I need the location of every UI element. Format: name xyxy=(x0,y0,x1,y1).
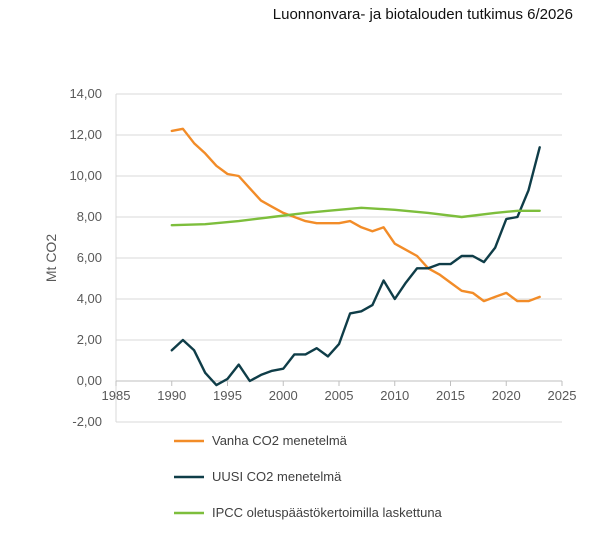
x-tick-label: 1985 xyxy=(102,388,131,403)
x-tick-label: 2025 xyxy=(548,388,577,403)
x-tick-label: 1995 xyxy=(213,388,242,403)
y-tick-label: -2,00 xyxy=(72,414,102,429)
x-tick-label: 2015 xyxy=(436,388,465,403)
grid-lines xyxy=(115,93,562,423)
y-tick-label: 0,00 xyxy=(77,373,102,388)
y-tick-label: 8,00 xyxy=(77,209,102,224)
series-lines xyxy=(170,127,541,387)
y-tick-label: 2,00 xyxy=(77,332,102,347)
x-tick-label: 1990 xyxy=(157,388,186,403)
series-line xyxy=(170,127,541,303)
y-tick-label: 14,00 xyxy=(69,86,102,101)
y-axis: -2,00 0,00 2,00 4,00 6,00 8,00 10,00 12,00 14,00 xyxy=(69,86,102,429)
series-line xyxy=(170,146,541,387)
x-axis: 1985 1990 1995 2000 2005 2010 2015 2020 2025 xyxy=(102,380,577,403)
legend-label: Vanha CO2 menetelmä xyxy=(212,433,348,448)
page-header: Luonnonvara- ja biotalouden tutkimus 6/2… xyxy=(272,6,573,23)
x-tick-label: 2000 xyxy=(269,388,298,403)
x-tick-label: 2005 xyxy=(325,388,354,403)
x-tick-label: 2020 xyxy=(492,388,521,403)
series-line xyxy=(170,206,541,227)
y-axis-label: Mt CO2 xyxy=(43,234,59,282)
legend: Vanha CO2 menetelmä UUSI CO2 menetelmä IPC… xyxy=(174,433,443,520)
legend-label: IPCC oletuspäästökertoimilla laskettuna xyxy=(212,505,443,520)
legend-label: UUSI CO2 menetelmä xyxy=(212,469,342,484)
y-tick-label: 12,00 xyxy=(69,127,102,142)
y-tick-label: 10,00 xyxy=(69,168,102,183)
y-tick-label: 6,00 xyxy=(77,250,102,265)
x-tick-label: 2010 xyxy=(380,388,409,403)
y-tick-label: 4,00 xyxy=(77,291,102,306)
